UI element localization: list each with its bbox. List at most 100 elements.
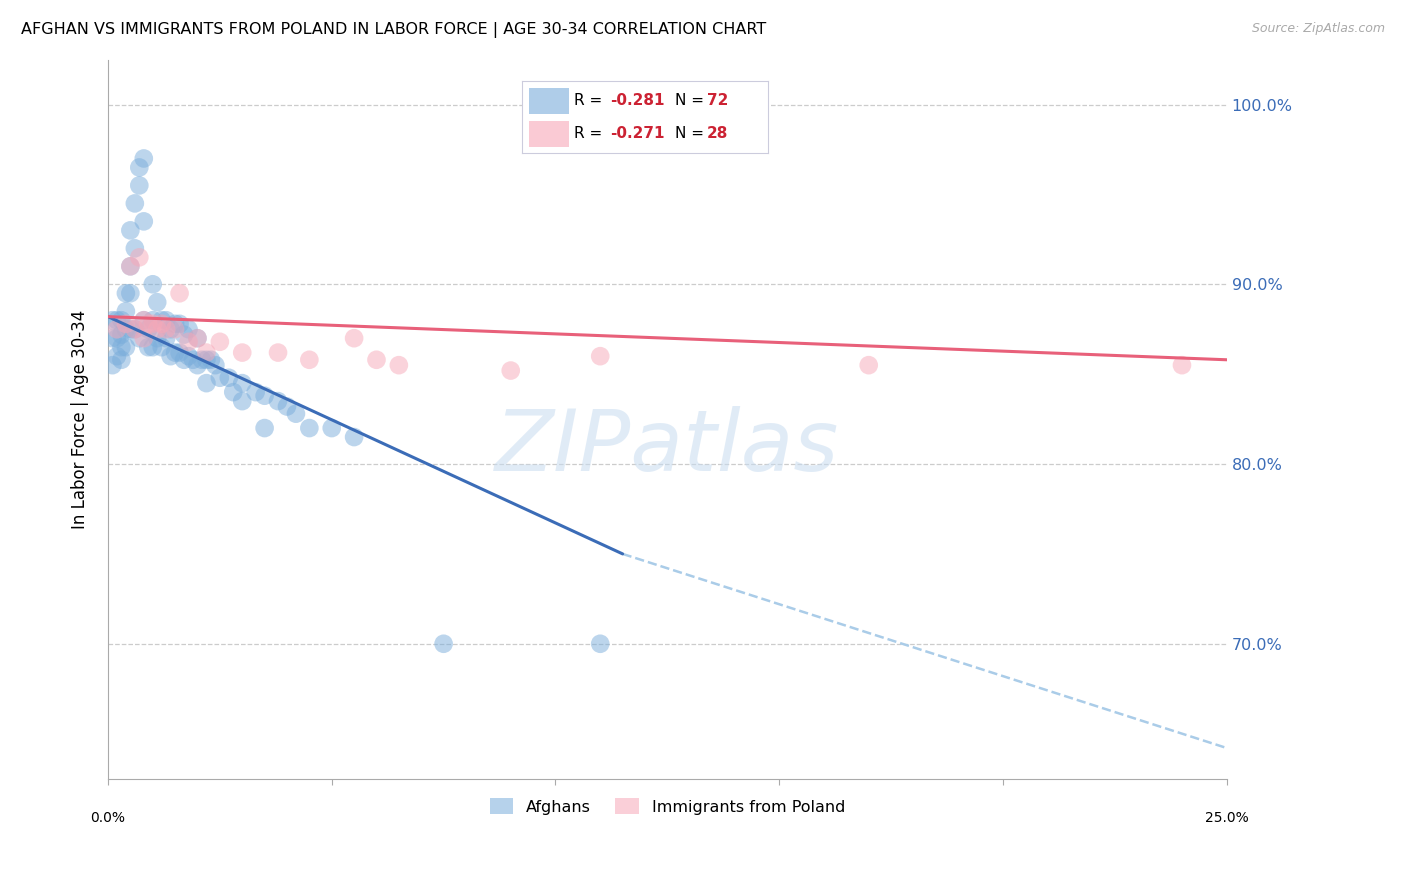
Point [120,260,142,274]
Point [132,214,155,228]
Point [186,358,208,372]
Point [169,345,191,359]
Legend: Afghans, Immigrants from Poland: Afghans, Immigrants from Poland [484,791,852,821]
Point [124,322,146,336]
Point [120,223,142,237]
Point [115,286,138,301]
Point [136,317,159,331]
Point [169,286,191,301]
Point [146,322,169,336]
Y-axis label: In Labor Force | Age 30-34: In Labor Force | Age 30-34 [72,310,89,529]
Point [120,286,142,301]
Point [142,277,165,292]
Point [150,340,173,354]
Point [200,352,222,367]
Point [146,331,169,345]
Point [132,313,155,327]
Point [159,349,181,363]
Point [136,340,159,354]
Point [298,352,321,367]
Point [169,317,191,331]
Point [159,322,181,336]
Point [105,349,128,363]
Point [110,352,132,367]
Point [105,331,128,345]
Point [115,340,138,354]
Point [589,349,612,363]
Point [499,363,522,377]
Point [245,385,267,400]
Text: AFGHAN VS IMMIGRANTS FROM POLAND IN LABOR FORCE | AGE 30-34 CORRELATION CHART: AFGHAN VS IMMIGRANTS FROM POLAND IN LABO… [21,22,766,38]
Point [191,352,214,367]
Text: ZIPatlas: ZIPatlas [495,407,839,490]
Point [142,313,165,327]
Point [186,331,208,345]
Point [1171,358,1194,372]
Point [155,331,177,345]
Point [115,322,138,336]
Point [110,313,132,327]
Point [284,407,307,421]
Point [115,304,138,318]
Point [343,331,366,345]
Point [132,331,155,345]
Point [105,313,128,327]
Point [173,352,195,367]
Point [128,178,150,193]
Point [388,358,411,372]
Point [195,376,218,391]
Point [120,260,142,274]
Point [124,241,146,255]
Point [101,313,124,327]
Point [321,421,343,435]
Point [105,322,128,336]
Point [150,317,173,331]
Point [204,358,226,372]
Point [208,334,231,349]
Point [110,327,132,342]
Point [165,317,187,331]
Point [195,352,218,367]
Point [165,322,187,336]
Point [231,376,253,391]
Text: Source: ZipAtlas.com: Source: ZipAtlas.com [1251,22,1385,36]
Point [136,322,159,336]
Point [132,152,155,166]
Point [298,421,321,435]
Point [128,161,150,175]
Point [110,340,132,354]
Point [343,430,366,444]
Point [120,322,142,336]
Point [181,352,204,367]
Point [128,331,150,345]
Point [267,345,290,359]
Point [146,295,169,310]
Point [218,370,240,384]
Point [231,345,253,359]
Text: 25.0%: 25.0% [1205,811,1249,825]
Point [173,327,195,342]
Point [101,331,124,345]
Point [589,637,612,651]
Point [142,340,165,354]
Point [132,313,155,327]
Point [222,385,245,400]
Point [267,394,290,409]
Point [433,637,456,651]
Point [253,421,276,435]
Point [165,345,187,359]
Point [186,331,208,345]
Point [177,322,200,336]
Point [128,250,150,264]
Point [155,322,177,336]
Point [124,322,146,336]
Point [366,352,388,367]
Point [150,313,173,327]
Point [177,334,200,349]
Point [142,317,165,331]
Point [208,370,231,384]
Text: 0.0%: 0.0% [90,811,125,825]
Point [231,394,253,409]
Point [177,349,200,363]
Point [858,358,880,372]
